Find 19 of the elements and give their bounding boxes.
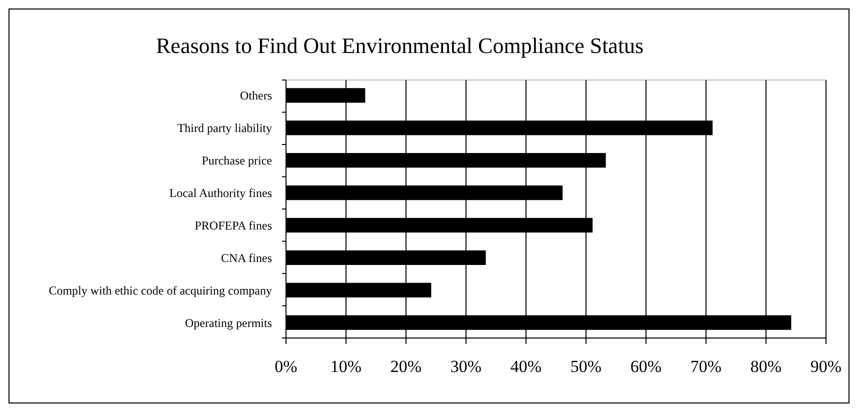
y-tick-label: Local Authority fines: [169, 186, 272, 200]
x-tick-label: 50%: [570, 357, 602, 376]
x-tick-label: 90%: [810, 357, 842, 376]
y-tick-label: Comply with ethic code of acquiring company: [48, 283, 272, 298]
x-tick-label: 80%: [750, 357, 782, 376]
x-tick-label: 70%: [690, 357, 722, 376]
chart-title: Reasons to Find Out Environmental Compliance Status: [156, 33, 644, 58]
x-tick-label: 30%: [450, 357, 482, 376]
x-tick-label: 20%: [390, 357, 422, 376]
y-tick-label: Third party liability: [177, 121, 272, 136]
x-tick-label: 0%: [274, 357, 298, 376]
y-tick-label: Operating permits: [185, 316, 272, 330]
x-tick-label: 60%: [630, 357, 662, 376]
y-tick-label: PROFEPA fines: [194, 218, 272, 232]
y-tick-label: Purchase price: [202, 154, 272, 168]
y-tick-label: Others: [240, 88, 272, 103]
x-tick-label: 40%: [510, 357, 542, 376]
x-tick-label: 10%: [330, 357, 362, 376]
y-tick-label: CNA fines: [221, 250, 272, 265]
